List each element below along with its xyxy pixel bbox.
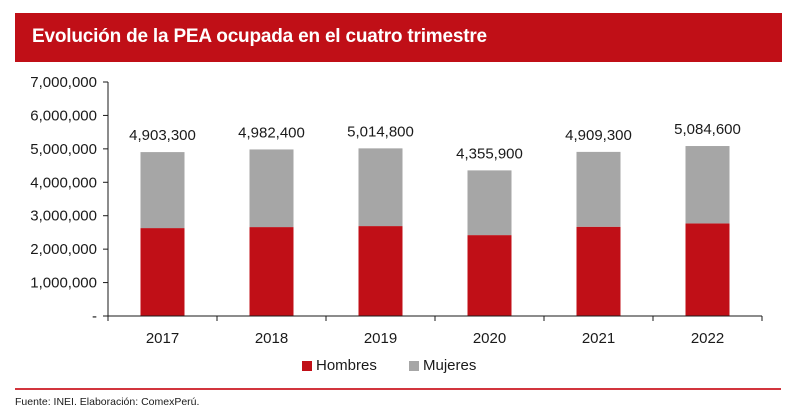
legend: Hombres Mujeres — [0, 357, 798, 377]
bar-hombres-2022 — [685, 223, 730, 316]
y-tick-label: - — [92, 308, 97, 325]
bar-mujeres-2018 — [249, 149, 294, 228]
bar-hombres-2017 — [140, 228, 185, 316]
legend-item-hombres: Hombres — [302, 357, 377, 374]
data-label-2021: 4,909,300 — [565, 127, 632, 144]
x-tick-label-2021: 2021 — [582, 330, 615, 347]
y-tick-label: 2,000,000 — [30, 241, 97, 258]
source-note: Fuente: INEI. Elaboración: ComexPerú. — [15, 396, 200, 408]
data-label-2020: 4,355,900 — [456, 145, 523, 162]
bar-mujeres-2020 — [467, 170, 512, 236]
bar-hombres-2020 — [467, 235, 512, 316]
legend-swatch-hombres — [302, 360, 312, 371]
legend-item-mujeres: Mujeres — [409, 357, 476, 374]
chart-title: Evolución de la PEA ocupada en el cuatro… — [32, 26, 487, 47]
bar-mujeres-2021 — [576, 151, 621, 227]
bar-hombres-2019 — [358, 226, 403, 316]
y-tick-label: 6,000,000 — [30, 107, 97, 124]
data-label-2022: 5,084,600 — [674, 121, 741, 138]
bar-mujeres-2022 — [685, 146, 730, 224]
bar-mujeres-2017 — [140, 152, 185, 229]
y-tick-label: 1,000,000 — [30, 275, 97, 292]
legend-swatch-mujeres — [409, 360, 419, 371]
x-tick-label-2018: 2018 — [255, 330, 288, 347]
x-tick-label-2017: 2017 — [146, 330, 179, 347]
x-tick-label-2019: 2019 — [364, 330, 397, 347]
x-tick-label-2022: 2022 — [691, 330, 724, 347]
data-label-2019: 5,014,800 — [347, 123, 414, 140]
y-tick-label: 5,000,000 — [30, 141, 97, 158]
bar-hombres-2018 — [249, 227, 294, 316]
y-tick-label: 7,000,000 — [30, 74, 97, 91]
x-tick-label-2020: 2020 — [473, 330, 506, 347]
bar-mujeres-2019 — [358, 148, 403, 227]
y-tick-label: 3,000,000 — [30, 208, 97, 225]
data-label-2018: 4,982,400 — [238, 124, 305, 141]
bar-hombres-2021 — [576, 226, 621, 316]
legend-label-mujeres: Mujeres — [423, 357, 477, 374]
y-tick-label: 4,000,000 — [30, 174, 97, 191]
data-label-2017: 4,903,300 — [129, 127, 196, 144]
footer-divider — [15, 388, 781, 390]
legend-label-hombres: Hombres — [316, 357, 377, 374]
title-bar: Evolución de la PEA ocupada en el cuatro… — [15, 13, 782, 62]
